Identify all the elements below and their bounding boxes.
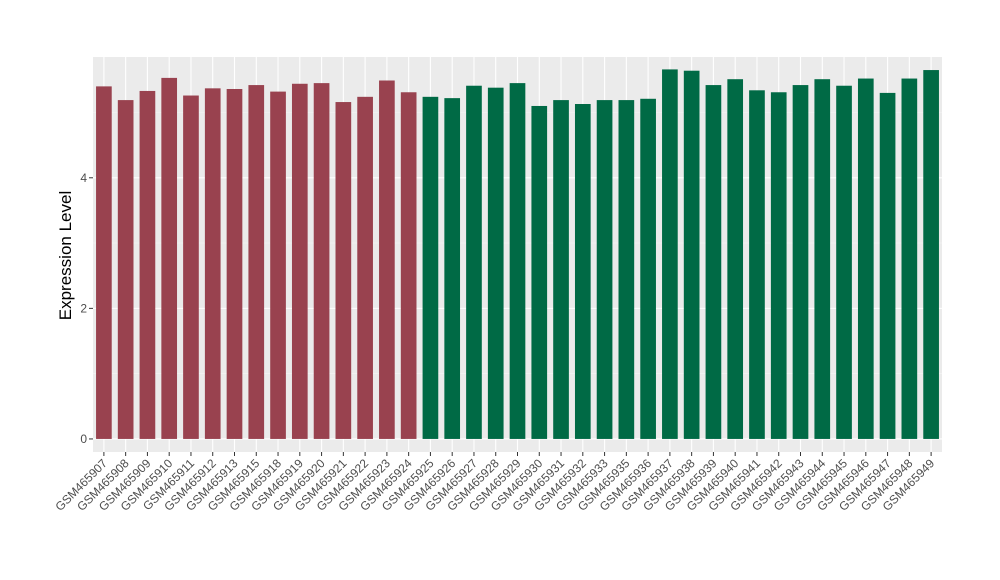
bar	[596, 100, 613, 439]
bar	[313, 83, 330, 439]
bar	[379, 80, 395, 439]
bar	[161, 77, 178, 439]
x-axis: GSM465907GSM465908GSM465909GSM465910GSM4…	[52, 452, 937, 514]
bar	[879, 92, 896, 439]
bar	[640, 98, 656, 439]
bars-group	[96, 69, 939, 439]
bar	[814, 79, 831, 439]
bar	[291, 83, 308, 439]
bar	[683, 70, 700, 439]
y-axis: 0 2 4	[80, 171, 93, 446]
bar	[466, 85, 482, 439]
bar	[357, 96, 373, 439]
bar	[183, 95, 199, 439]
bar	[857, 78, 874, 439]
bar	[662, 69, 678, 439]
bar	[444, 98, 461, 439]
bar	[836, 85, 852, 439]
bar	[770, 92, 787, 439]
bar	[400, 92, 417, 439]
bar	[139, 90, 156, 439]
bar	[509, 83, 526, 439]
bar	[901, 78, 918, 439]
bar	[792, 85, 809, 439]
bar	[270, 91, 286, 439]
y-tick-label: 4	[80, 171, 87, 185]
bar	[335, 102, 352, 439]
y-axis-title: Expression Level	[56, 191, 75, 320]
bar	[923, 70, 939, 439]
y-tick-label: 2	[80, 301, 87, 315]
bar	[487, 87, 504, 439]
bar	[727, 79, 744, 439]
bar	[204, 88, 221, 439]
bar	[117, 100, 134, 439]
bar	[553, 100, 569, 439]
bar	[705, 85, 722, 439]
bar	[618, 100, 635, 439]
bar	[749, 90, 765, 439]
bar	[422, 96, 439, 439]
bar	[248, 85, 265, 439]
bar	[574, 104, 591, 439]
y-tick-label: 0	[80, 432, 87, 446]
bar	[96, 86, 112, 439]
bar	[226, 88, 243, 439]
bar	[531, 105, 548, 439]
